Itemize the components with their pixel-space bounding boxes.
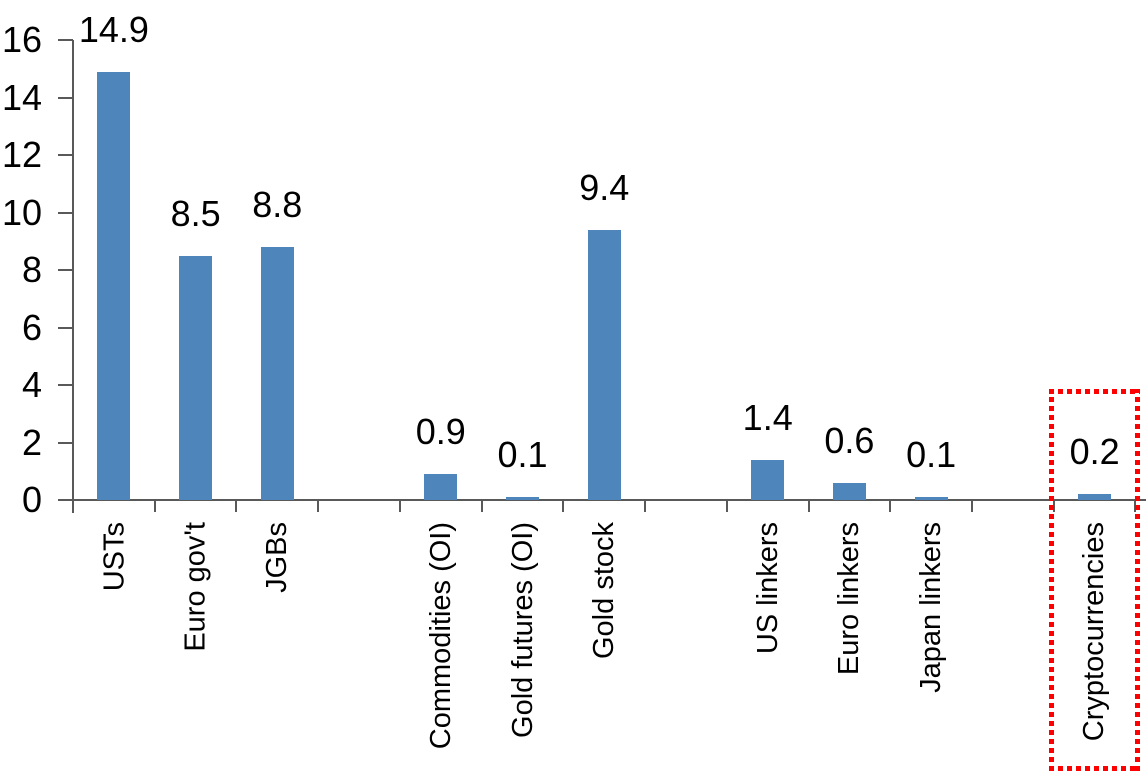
x-tick: [235, 500, 238, 512]
category-label-gold-stock: Gold stock: [588, 522, 621, 659]
value-label-us-linkers: 1.4: [742, 396, 793, 438]
y-tick-label: 2: [21, 421, 42, 463]
bar-jgbs: [260, 247, 294, 500]
category-label-jgbs: JGBs: [261, 522, 294, 593]
value-label-euro-gov-t: 8.5: [170, 192, 221, 234]
y-tick: [58, 326, 73, 329]
x-tick: [562, 500, 565, 512]
y-tick-label: 14: [1, 76, 42, 118]
x-tick: [398, 500, 401, 512]
bar-commodities-oi: [424, 474, 458, 500]
y-tick: [58, 154, 73, 156]
y-tick-label: 0: [21, 479, 42, 520]
y-tick-label: 6: [21, 306, 42, 348]
y-tick-label: 16: [1, 19, 42, 60]
y-tick: [58, 499, 73, 501]
category-label-usts: USTs: [97, 522, 130, 592]
x-tick: [889, 500, 892, 512]
x-tick: [153, 500, 156, 512]
y-tick: [58, 269, 73, 271]
x-tick: [72, 500, 74, 512]
value-label-gold-stock: 9.4: [579, 166, 630, 208]
x-tick: [644, 500, 647, 512]
y-tick: [58, 39, 73, 41]
y-tick: [58, 211, 73, 214]
y-tick: [58, 441, 73, 444]
y-tick-label: 10: [1, 191, 42, 233]
value-label-usts: 14.9: [78, 8, 149, 50]
y-axis-line: [71, 40, 74, 513]
x-tick: [725, 500, 728, 512]
x-tick: [317, 500, 320, 512]
category-label-gold-futures-oi: Gold futures (OI): [506, 522, 539, 738]
category-label-euro-gov-t: Euro gov't: [179, 522, 212, 652]
category-label-japan-linkers: Japan linkers: [915, 522, 948, 693]
highlight-box: [1049, 389, 1141, 771]
bar-us-linkers: [751, 459, 785, 500]
category-label-us-linkers: US linkers: [751, 522, 784, 655]
bar-euro-linkers: [832, 482, 866, 500]
x-tick: [480, 500, 483, 512]
value-label-japan-linkers: 0.1: [906, 434, 957, 476]
bar-japan-linkers: [914, 497, 948, 500]
y-tick: [58, 96, 73, 99]
y-tick-label: 12: [1, 134, 42, 175]
y-tick: [58, 384, 73, 386]
x-tick: [807, 500, 810, 512]
bar-usts: [97, 71, 131, 500]
bar-gold-futures-oi: [506, 497, 539, 500]
bar-euro-gov-t: [179, 255, 213, 500]
category-label-commodities-oi: Commodities (OI): [424, 522, 457, 750]
x-axis-line: [71, 499, 1146, 501]
value-label-jgbs: 8.8: [252, 184, 303, 225]
value-label-commodities-oi: 0.9: [415, 411, 466, 453]
bar-gold-stock: [587, 229, 621, 500]
y-tick-label: 8: [21, 249, 42, 290]
x-tick: [971, 500, 974, 512]
value-label-gold-futures-oi: 0.1: [497, 434, 548, 476]
value-label-euro-linkers: 0.6: [824, 419, 875, 461]
category-label-euro-linkers: Euro linkers: [833, 522, 866, 676]
y-tick-label: 4: [21, 364, 42, 405]
